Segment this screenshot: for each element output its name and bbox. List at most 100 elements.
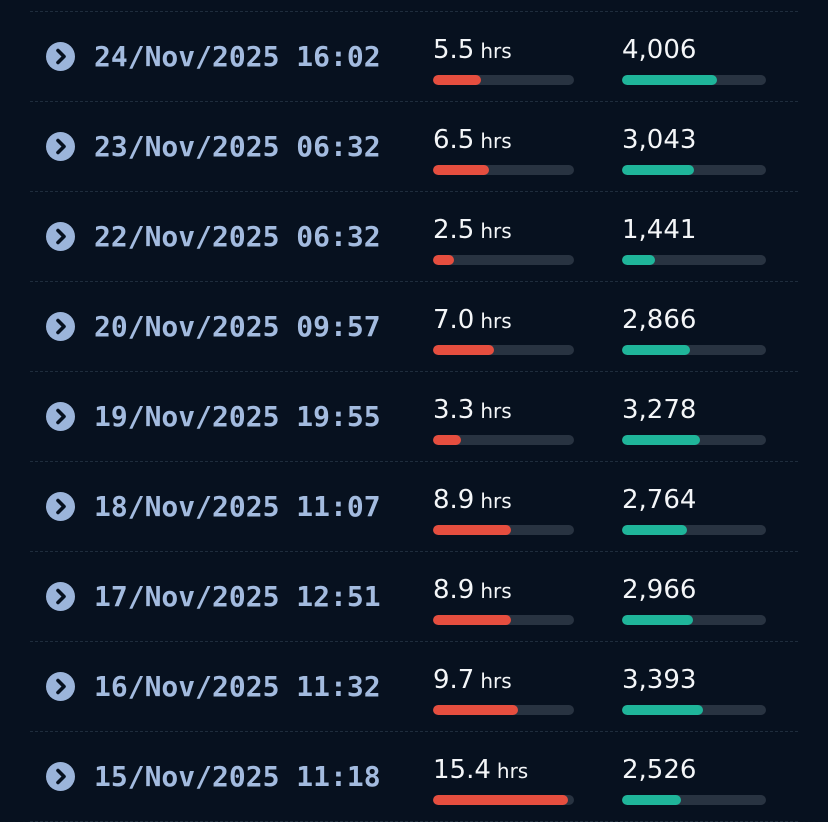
steps-progress-fill	[622, 705, 703, 715]
row-divider	[30, 551, 798, 552]
steps-count-value: 3,393	[622, 665, 697, 695]
sleep-hours-unit: hrs	[480, 399, 512, 423]
entry-datetime: 23/Nov/2025 06:32	[94, 130, 381, 163]
log-entry-row[interactable]: 22/Nov/2025 06:32 2.5 hrs 1,441	[0, 191, 828, 282]
chevron-right-icon[interactable]	[46, 492, 75, 521]
steps-count-value: 2,866	[622, 305, 697, 335]
sleep-hours-unit: hrs	[480, 669, 512, 693]
steps-progress-fill	[622, 615, 693, 625]
steps-progress-bar	[622, 255, 766, 265]
log-entry-row[interactable]: 24/Nov/2025 16:02 5.5 hrs 4,006	[0, 11, 828, 102]
entry-datetime: 17/Nov/2025 12:51	[94, 580, 381, 613]
sleep-metric: 9.7 hrs	[433, 663, 574, 715]
steps-progress-bar	[622, 705, 766, 715]
steps-progress-bar	[622, 795, 766, 805]
entry-datetime: 16/Nov/2025 11:32	[94, 670, 381, 703]
sleep-hours-unit: hrs	[480, 39, 512, 63]
steps-count-value: 3,278	[622, 395, 697, 425]
sleep-hours-unit: hrs	[480, 309, 512, 333]
steps-count-value: 3,043	[622, 125, 697, 155]
steps-metric: 2,764	[622, 483, 766, 535]
row-divider	[30, 101, 798, 102]
sleep-hours-value: 8.9	[433, 575, 475, 605]
sleep-hours-unit: hrs	[480, 129, 512, 153]
log-entry-row[interactable]: 23/Nov/2025 06:32 6.5 hrs 3,043	[0, 101, 828, 192]
chevron-right-icon[interactable]	[46, 222, 75, 251]
sleep-progress-bar	[433, 255, 574, 265]
log-entry-row[interactable]: 16/Nov/2025 11:32 9.7 hrs 3,393	[0, 641, 828, 732]
sleep-progress-bar	[433, 705, 574, 715]
steps-count-value: 1,441	[622, 215, 697, 245]
entry-datetime: 18/Nov/2025 11:07	[94, 490, 381, 523]
row-divider	[30, 191, 798, 192]
steps-metric: 3,043	[622, 123, 766, 175]
steps-metric: 3,278	[622, 393, 766, 445]
sleep-metric: 15.4 hrs	[433, 753, 574, 805]
row-divider	[30, 731, 798, 732]
log-entry-row[interactable]: 15/Nov/2025 11:18 15.4 hrs 2,526	[0, 731, 828, 822]
steps-progress-fill	[622, 795, 682, 805]
entry-datetime: 22/Nov/2025 06:32	[94, 220, 381, 253]
log-entry-row[interactable]: 19/Nov/2025 19:55 3.3 hrs 3,278	[0, 371, 828, 462]
steps-metric: 3,393	[622, 663, 766, 715]
steps-metric: 1,441	[622, 213, 766, 265]
sleep-hours-value: 8.9	[433, 485, 475, 515]
sleep-metric: 8.9 hrs	[433, 483, 574, 535]
sleep-metric: 2.5 hrs	[433, 213, 574, 265]
steps-count-value: 2,966	[622, 575, 697, 605]
sleep-hours-value: 7.0	[433, 305, 475, 335]
sleep-hours-value: 9.7	[433, 665, 475, 695]
chevron-right-icon[interactable]	[46, 762, 75, 791]
sleep-progress-fill	[433, 705, 518, 715]
sleep-hours-value: 5.5	[433, 35, 475, 65]
sleep-progress-fill	[433, 795, 569, 805]
sleep-metric: 3.3 hrs	[433, 393, 574, 445]
sleep-metric: 6.5 hrs	[433, 123, 574, 175]
sleep-hours-value: 3.3	[433, 395, 475, 425]
row-divider	[30, 371, 798, 372]
steps-metric: 2,526	[622, 753, 766, 805]
steps-progress-bar	[622, 615, 766, 625]
sleep-hours-unit: hrs	[480, 489, 512, 513]
steps-progress-bar	[622, 435, 766, 445]
steps-count-value: 2,764	[622, 485, 697, 515]
sleep-progress-bar	[433, 435, 574, 445]
sleep-progress-fill	[433, 345, 494, 355]
sleep-hours-value: 6.5	[433, 125, 475, 155]
sleep-progress-bar	[433, 525, 574, 535]
entry-datetime: 15/Nov/2025 11:18	[94, 760, 381, 793]
sleep-progress-bar	[433, 615, 574, 625]
chevron-right-icon[interactable]	[46, 402, 75, 431]
chevron-right-icon[interactable]	[46, 672, 75, 701]
row-divider	[30, 641, 798, 642]
steps-metric: 2,966	[622, 573, 766, 625]
chevron-right-icon[interactable]	[46, 42, 75, 71]
steps-progress-bar	[622, 345, 766, 355]
sleep-hours-value: 15.4	[433, 755, 491, 785]
row-divider	[30, 11, 798, 12]
entry-datetime: 20/Nov/2025 09:57	[94, 310, 381, 343]
steps-progress-fill	[622, 525, 687, 535]
sleep-progress-bar	[433, 795, 574, 805]
sleep-progress-bar	[433, 345, 574, 355]
steps-progress-bar	[622, 165, 766, 175]
sleep-metric: 8.9 hrs	[433, 573, 574, 625]
log-entry-row[interactable]: 20/Nov/2025 09:57 7.0 hrs 2,866	[0, 281, 828, 372]
sleep-hours-value: 2.5	[433, 215, 475, 245]
steps-count-value: 4,006	[622, 35, 697, 65]
log-entry-row[interactable]: 17/Nov/2025 12:51 8.9 hrs 2,966	[0, 551, 828, 642]
sleep-progress-fill	[433, 615, 511, 625]
chevron-right-icon[interactable]	[46, 132, 75, 161]
steps-count-value: 2,526	[622, 755, 697, 785]
steps-progress-fill	[622, 255, 656, 265]
sleep-progress-fill	[433, 75, 481, 85]
log-entry-row[interactable]: 18/Nov/2025 11:07 8.9 hrs 2,764	[0, 461, 828, 552]
steps-progress-fill	[622, 435, 700, 445]
sleep-progress-bar	[433, 165, 574, 175]
steps-progress-bar	[622, 525, 766, 535]
steps-progress-fill	[622, 75, 718, 85]
chevron-right-icon[interactable]	[46, 582, 75, 611]
sleep-hours-unit: hrs	[480, 579, 512, 603]
chevron-right-icon[interactable]	[46, 312, 75, 341]
